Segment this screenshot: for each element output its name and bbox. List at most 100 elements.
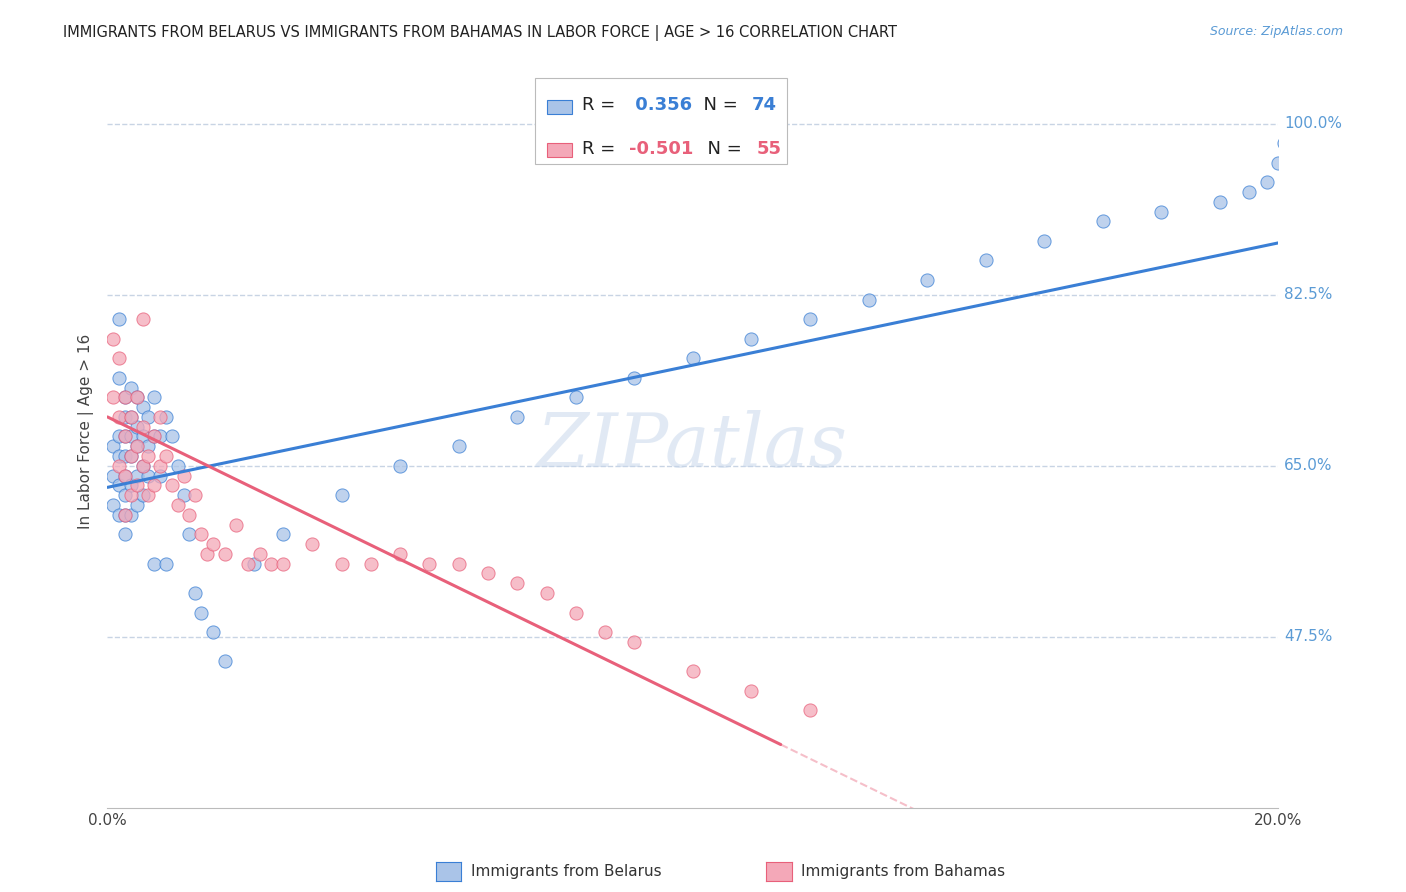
Text: Immigrants from Bahamas: Immigrants from Bahamas bbox=[801, 864, 1005, 879]
Text: ZIPatlas: ZIPatlas bbox=[537, 410, 848, 483]
Point bbox=[131, 312, 153, 326]
Point bbox=[1209, 194, 1232, 209]
Point bbox=[166, 498, 188, 512]
Point bbox=[858, 293, 880, 307]
Point bbox=[114, 468, 136, 483]
Text: 82.5%: 82.5% bbox=[1284, 287, 1333, 302]
Point bbox=[114, 508, 136, 522]
Point bbox=[190, 527, 212, 541]
Point bbox=[108, 449, 131, 463]
Point bbox=[138, 409, 160, 424]
FancyBboxPatch shape bbox=[547, 100, 572, 113]
Point bbox=[120, 449, 142, 463]
Text: N =: N = bbox=[696, 140, 748, 158]
Point bbox=[1091, 214, 1114, 228]
Point bbox=[799, 703, 821, 717]
Point bbox=[799, 312, 821, 326]
Point bbox=[155, 557, 177, 571]
Text: 65.0%: 65.0% bbox=[1284, 458, 1333, 474]
Point bbox=[360, 557, 382, 571]
Text: R =: R = bbox=[582, 140, 620, 158]
Point bbox=[114, 390, 136, 404]
Point bbox=[149, 409, 172, 424]
Point bbox=[108, 312, 131, 326]
Point bbox=[131, 458, 153, 473]
Point bbox=[108, 458, 131, 473]
Point bbox=[447, 439, 470, 453]
Text: -0.501: -0.501 bbox=[628, 140, 693, 158]
Point bbox=[447, 557, 470, 571]
Point bbox=[1279, 117, 1302, 131]
Point bbox=[179, 508, 201, 522]
Point bbox=[103, 439, 125, 453]
Point bbox=[330, 488, 353, 502]
Point bbox=[155, 449, 177, 463]
Point bbox=[173, 488, 195, 502]
Point bbox=[114, 488, 136, 502]
Point bbox=[1033, 234, 1056, 248]
Point bbox=[195, 547, 218, 561]
FancyBboxPatch shape bbox=[547, 143, 572, 157]
Point bbox=[131, 488, 153, 502]
Y-axis label: In Labor Force | Age > 16: In Labor Force | Age > 16 bbox=[79, 334, 94, 529]
Point bbox=[166, 458, 188, 473]
Point bbox=[201, 537, 224, 551]
Point bbox=[114, 468, 136, 483]
Point bbox=[108, 508, 131, 522]
Point bbox=[108, 409, 131, 424]
Point bbox=[623, 635, 645, 649]
Point bbox=[114, 429, 136, 443]
Point bbox=[160, 478, 183, 492]
Point bbox=[108, 478, 131, 492]
Point bbox=[1256, 175, 1278, 189]
Point bbox=[623, 371, 645, 385]
Point bbox=[120, 409, 142, 424]
Point bbox=[131, 419, 153, 434]
Point bbox=[143, 390, 166, 404]
Point bbox=[125, 468, 148, 483]
Text: Source: ZipAtlas.com: Source: ZipAtlas.com bbox=[1209, 25, 1343, 38]
Point bbox=[114, 508, 136, 522]
Text: 55: 55 bbox=[756, 140, 782, 158]
Point bbox=[214, 654, 236, 668]
Point bbox=[114, 429, 136, 443]
Text: N =: N = bbox=[692, 96, 744, 114]
Point bbox=[125, 498, 148, 512]
Point bbox=[418, 557, 440, 571]
Point bbox=[740, 683, 762, 698]
Point bbox=[330, 557, 353, 571]
Point bbox=[131, 458, 153, 473]
Point bbox=[120, 508, 142, 522]
Point bbox=[114, 527, 136, 541]
Point bbox=[301, 537, 323, 551]
Point bbox=[103, 468, 125, 483]
Point bbox=[120, 381, 142, 395]
Text: 47.5%: 47.5% bbox=[1284, 630, 1333, 644]
Point bbox=[249, 547, 271, 561]
Point bbox=[103, 332, 125, 346]
Point bbox=[131, 400, 153, 414]
Point bbox=[138, 449, 160, 463]
Point bbox=[593, 625, 616, 640]
Point bbox=[974, 253, 997, 268]
Point bbox=[138, 439, 160, 453]
Point bbox=[389, 458, 412, 473]
Point bbox=[1267, 155, 1289, 169]
Point bbox=[108, 351, 131, 366]
Point bbox=[190, 606, 212, 620]
Point bbox=[477, 566, 499, 581]
Point bbox=[143, 557, 166, 571]
Point bbox=[915, 273, 938, 287]
Point bbox=[125, 478, 148, 492]
Point bbox=[173, 468, 195, 483]
Point bbox=[108, 429, 131, 443]
Point bbox=[201, 625, 224, 640]
Point bbox=[1237, 185, 1260, 199]
Point bbox=[143, 429, 166, 443]
Point bbox=[114, 390, 136, 404]
Point bbox=[1150, 204, 1173, 219]
Point bbox=[236, 557, 259, 571]
Point bbox=[131, 429, 153, 443]
Point bbox=[103, 390, 125, 404]
Point bbox=[143, 429, 166, 443]
